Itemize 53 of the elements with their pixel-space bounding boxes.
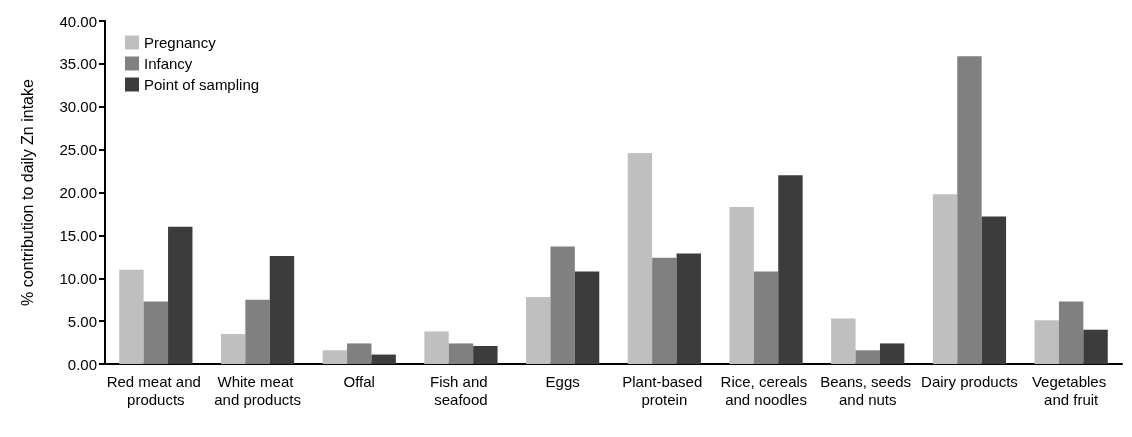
bar — [473, 345, 498, 364]
bar — [831, 318, 856, 364]
x-tick-label: Beans, seeds and nuts — [820, 372, 916, 408]
bar — [652, 257, 677, 364]
y-tick-label: 25.00 — [59, 141, 97, 159]
bar — [676, 253, 701, 364]
legend-label: Infancy — [144, 55, 193, 72]
x-tick-label: Dairy products — [921, 372, 1018, 390]
bar — [322, 350, 348, 364]
bar — [1058, 301, 1084, 364]
x-tick-label: Offal — [343, 372, 375, 390]
bar — [424, 331, 449, 364]
bar — [245, 299, 270, 364]
bar — [778, 175, 803, 364]
bar — [220, 333, 246, 364]
x-tick-label: Rice, cereals and noodles — [720, 372, 812, 408]
y-tick-label: 40.00 — [59, 12, 97, 30]
bar — [526, 297, 551, 364]
bar — [550, 246, 575, 364]
bar — [627, 153, 653, 364]
y-tick-label: 20.00 — [59, 184, 97, 201]
x-tick-label: Red meat and products — [106, 372, 206, 408]
x-tick-label: Fish and seafood — [430, 372, 492, 408]
x-tick-label: Eggs — [545, 372, 580, 390]
legend-label: Pregnancy — [144, 34, 217, 51]
bar — [879, 343, 905, 364]
legend-label: Point of sampling — [144, 76, 260, 93]
bar — [855, 350, 880, 364]
bar — [119, 269, 144, 364]
bar — [932, 194, 958, 364]
bar — [981, 216, 1007, 364]
bar — [753, 271, 779, 364]
bar — [448, 343, 474, 364]
y-tick-label: 0.00 — [67, 355, 97, 373]
bar — [269, 255, 295, 364]
x-tick-label: White meat and products — [214, 372, 301, 408]
bar — [729, 207, 754, 364]
x-tick-label: Vegetables and fruit — [1031, 372, 1111, 408]
y-tick-label: 5.00 — [67, 312, 97, 330]
bar — [143, 301, 169, 364]
bar — [957, 56, 982, 364]
bar — [371, 354, 396, 364]
bar — [1034, 320, 1059, 364]
bar — [574, 271, 600, 364]
y-tick-label: 35.00 — [59, 55, 97, 73]
bar — [347, 343, 372, 364]
bar — [168, 226, 193, 364]
y-axis-title: % contribution to daily Zn intake — [18, 79, 36, 306]
y-tick-label: 10.00 — [59, 269, 97, 287]
bar — [1083, 329, 1108, 364]
y-tick-label: 15.00 — [59, 226, 97, 244]
y-tick-label: 30.00 — [59, 98, 97, 116]
x-tick-label: Plant-based protein — [622, 372, 707, 408]
